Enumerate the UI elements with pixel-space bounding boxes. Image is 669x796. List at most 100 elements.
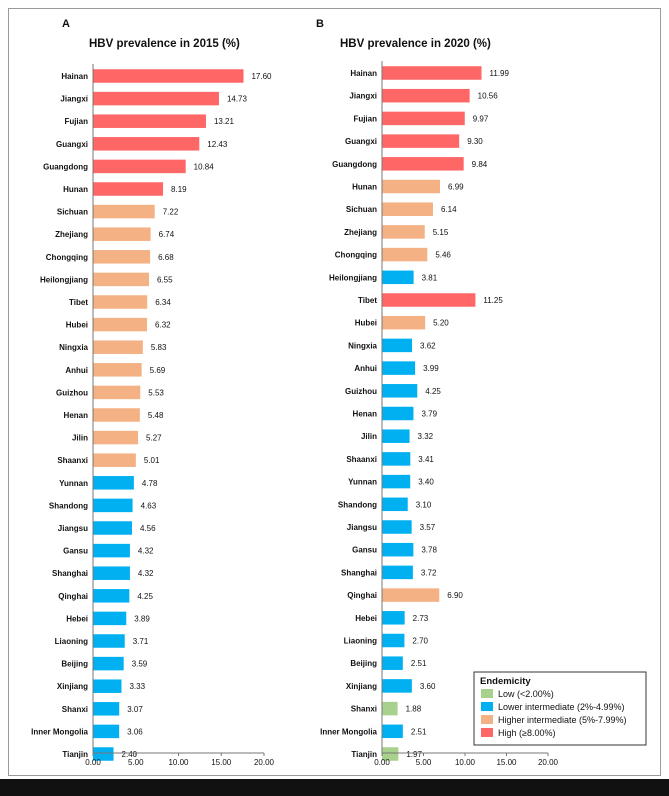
b-value-label-shaanxi: 3.41 — [418, 455, 434, 464]
a-bar-guizhou — [93, 385, 141, 400]
b-bar-fujian — [382, 111, 465, 126]
a-category-label-hebei: Hebei — [66, 614, 88, 623]
b-category-label-hebei: Hebei — [355, 614, 377, 623]
a-value-label-hebei: 3.89 — [134, 614, 150, 623]
a-bar-yunnan — [93, 476, 134, 490]
b-value-label-jiangxi: 10.56 — [478, 92, 499, 101]
b-category-label-ningxia: Ningxia — [348, 341, 377, 350]
a-x-tick-label: 10.00 — [168, 758, 189, 767]
b-category-label-gansu: Gansu — [352, 546, 377, 555]
a-x-tick-label: 5.00 — [128, 758, 144, 767]
b-value-label-fujian: 9.97 — [473, 114, 489, 123]
a-value-label-guangdong: 10.84 — [194, 162, 215, 171]
a-value-label-shanxi: 3.07 — [127, 705, 143, 714]
a-x-tick-label: 0.00 — [85, 758, 101, 767]
a-category-label-xinjiang: Xinjiang — [57, 682, 88, 691]
legend-box — [473, 671, 647, 746]
b-category-label-sichuan: Sichuan — [346, 205, 377, 214]
a-bar-shaanxi — [93, 453, 136, 467]
panel-a-letter: A — [62, 18, 70, 30]
b-bar-hebei — [382, 611, 405, 625]
a-value-label-shanghai: 4.32 — [138, 569, 154, 578]
a-bar-ningxia — [93, 340, 143, 354]
b-bar-shanghai — [382, 565, 413, 580]
legend-swatch-higher — [481, 715, 493, 724]
a-bar-shanxi — [93, 702, 120, 716]
b-value-label-hubei: 5.20 — [433, 319, 449, 328]
a-value-label-gansu: 4.32 — [138, 547, 154, 556]
a-category-label-tibet: Tibet — [69, 298, 88, 307]
a-value-label-heilongjiang: 6.55 — [157, 275, 173, 284]
b-category-label-jiangsu: Jiangsu — [347, 523, 377, 532]
a-bar-hubei — [93, 317, 148, 332]
a-category-label-liaoning: Liaoning — [55, 637, 88, 646]
a-category-label-beijing: Beijing — [61, 660, 88, 669]
legend-label-higher: Higher intermediate (5%-7.99%) — [498, 715, 627, 725]
legend-label-high: High (≥8.00%) — [498, 728, 555, 738]
b-value-label-hebei: 2.73 — [413, 614, 429, 623]
b-category-label-henan: Henan — [353, 410, 378, 419]
b-category-label-inner-mongolia: Inner Mongolia — [320, 727, 377, 736]
b-category-label-qinghai: Qinghai — [347, 591, 377, 600]
b-value-label-liaoning: 2.70 — [412, 637, 428, 646]
b-x-tick-label: 5.00 — [416, 758, 432, 767]
a-value-label-fujian: 13.21 — [214, 117, 235, 126]
a-bar-jiangsu — [93, 521, 132, 535]
b-value-label-hainan: 11.99 — [490, 69, 510, 78]
a-bar-tibet — [93, 295, 148, 309]
a-bar-qinghai — [93, 589, 130, 603]
a-bar-hebei — [93, 611, 127, 626]
b-bar-liaoning — [382, 633, 405, 648]
a-category-label-hainan: Hainan — [61, 72, 88, 81]
a-value-label-jilin: 5.27 — [146, 434, 162, 443]
a-value-label-hainan: 17.60 — [251, 72, 272, 81]
b-category-label-hainan: Hainan — [350, 69, 377, 78]
a-category-label-shanghai: Shanghai — [52, 569, 88, 578]
b-category-label-yunnan: Yunnan — [348, 478, 377, 487]
b-bar-hainan — [382, 66, 482, 80]
a-value-label-beijing: 3.59 — [132, 660, 148, 669]
a-category-label-ningxia: Ningxia — [59, 343, 88, 352]
b-category-label-jilin: Jilin — [361, 432, 377, 441]
panel-a-chart: A HBV prevalence in 2015 (%) Hainan 17.60… — [31, 18, 274, 767]
b-bar-chongqing — [382, 247, 428, 262]
b-bar-xinjiang — [382, 679, 412, 693]
b-value-label-xinjiang: 3.60 — [420, 682, 436, 691]
a-value-label-hubei: 6.32 — [155, 321, 171, 330]
legend-swatch-lower — [481, 702, 493, 711]
b-value-label-jiangsu: 3.57 — [420, 523, 436, 532]
b-bar-anhui — [382, 361, 416, 375]
b-value-label-qinghai: 6.90 — [447, 591, 463, 600]
b-value-label-sichuan: 6.14 — [441, 205, 457, 214]
a-value-label-shandong: 4.63 — [141, 501, 157, 510]
legend-swatch-low — [481, 689, 493, 698]
b-value-label-anhui: 3.99 — [423, 364, 439, 373]
a-value-label-inner-mongolia: 3.06 — [127, 727, 143, 736]
b-value-label-inner-mongolia: 2.51 — [411, 727, 427, 736]
a-value-label-tibet: 6.34 — [155, 298, 171, 307]
a-category-label-jiangsu: Jiangsu — [58, 524, 88, 533]
b-value-label-zhejiang: 5.15 — [433, 228, 449, 237]
a-bar-anhui — [93, 363, 142, 377]
a-bar-shandong — [93, 498, 133, 513]
a-value-label-hunan: 8.19 — [171, 185, 187, 194]
b-category-label-xinjiang: Xinjiang — [346, 682, 377, 691]
a-bar-sichuan — [93, 204, 155, 219]
b-value-label-tibet: 11.25 — [483, 296, 503, 305]
b-category-label-liaoning: Liaoning — [344, 637, 377, 646]
b-category-label-guizhou: Guizhou — [345, 387, 377, 396]
a-value-label-yunnan: 4.78 — [142, 479, 158, 488]
legend-label-lower: Lower intermediate (2%-4.99%) — [498, 702, 625, 712]
b-bar-heilongjiang — [382, 270, 414, 285]
a-category-label-tianjin: Tianjin — [62, 750, 88, 759]
a-bar-henan — [93, 408, 140, 422]
a-bar-liaoning — [93, 634, 125, 648]
a-category-label-guizhou: Guizhou — [56, 388, 88, 397]
b-category-label-guangdong: Guangdong — [332, 160, 377, 169]
b-category-label-shanxi: Shanxi — [351, 705, 377, 714]
a-category-label-hunan: Hunan — [63, 185, 88, 194]
b-bar-inner-mongolia — [382, 724, 403, 739]
b-bar-beijing — [382, 656, 403, 670]
b-value-label-guangdong: 9.84 — [472, 160, 488, 169]
